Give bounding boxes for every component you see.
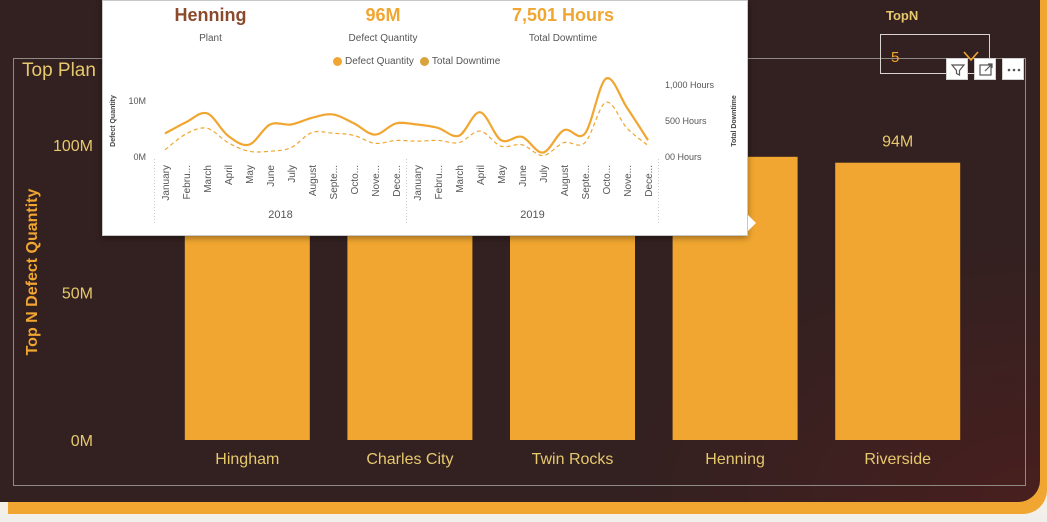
series-line-defect-quantity — [164, 77, 649, 154]
kpi-downtime-label: Total Downtime — [528, 33, 598, 44]
bar[interactable] — [835, 162, 961, 440]
legend-item-defect: Defect Quantity — [333, 56, 414, 67]
focus-mode-icon — [979, 63, 993, 76]
x-tick-label: May — [245, 165, 256, 184]
y-left-axis-title: Defect Quantity — [110, 95, 117, 147]
focus-mode-button[interactable] — [974, 58, 996, 80]
x-tick-label: Febru... — [434, 165, 445, 199]
x-tick-label: Octo... — [602, 165, 613, 194]
x-tick-label: Septe... — [581, 165, 592, 199]
x-tick-label: June — [518, 165, 529, 187]
more-options-button[interactable] — [1002, 58, 1024, 80]
kpi-plant-label: Plant — [199, 33, 222, 44]
x-tick-label: Nove... — [371, 165, 382, 197]
x-tick-label: Octo... — [350, 165, 361, 194]
y-left-tick-label: 0M — [133, 152, 146, 162]
x-tick-label: July — [539, 165, 550, 183]
tooltip-card: Henning Plant 96M Defect Quantity 7,501 … — [102, 0, 748, 236]
topn-value: 5 — [891, 49, 900, 66]
y-right-tick-label: 500 Hours — [665, 116, 707, 126]
x-tick-label: March — [203, 165, 214, 193]
legend-item-downtime: Total Downtime — [419, 56, 501, 67]
tooltip-legend: Defect Quantity Total Downtime — [333, 56, 506, 67]
x-group-label: 2019 — [520, 209, 544, 221]
x-tick-label: August — [308, 165, 319, 196]
data-label: 94M — [882, 134, 913, 151]
filter-icon — [950, 64, 966, 76]
x-tick-label: Hingham — [215, 451, 279, 468]
x-tick-label: Charles City — [366, 451, 453, 468]
y-right-tick-label: 00 Hours — [665, 152, 702, 162]
visual-title: Top Plan — [22, 60, 96, 81]
y-tick-label: 0M — [71, 433, 93, 450]
tooltip-pointer — [748, 215, 756, 231]
x-tick-label: August — [560, 165, 571, 196]
x-tick-label: Nove... — [623, 165, 634, 197]
legend-label-defect: Defect Quantity — [345, 56, 414, 67]
legend-label-downtime: Total Downtime — [431, 56, 501, 67]
series-line-total-downtime — [164, 101, 649, 157]
x-group-label: 2018 — [268, 209, 292, 221]
y-right-axis-title: Total Downtime — [731, 95, 738, 147]
kpi-downtime-value: 7,501 Hours — [511, 5, 615, 25]
x-tick-label: May — [497, 165, 508, 184]
y-tick-label: 50M — [62, 286, 93, 303]
x-tick-label: June — [266, 165, 277, 187]
x-tick-label: Febru... — [182, 165, 193, 199]
more-options-icon — [1007, 68, 1021, 72]
filter-button[interactable] — [946, 58, 968, 80]
x-tick-label: Dece... — [644, 165, 655, 197]
x-tick-label: March — [455, 165, 466, 193]
y-tick-label: 100M — [53, 138, 93, 155]
topn-slicer[interactable]: 5 — [880, 34, 990, 74]
y-axis-title: Top N Defect Quantity — [24, 188, 41, 355]
x-tick-label: Twin Rocks — [532, 451, 614, 468]
x-tick-label: January — [161, 165, 172, 201]
chevron-down-icon[interactable] — [961, 47, 981, 67]
x-tick-label: April — [224, 165, 235, 185]
x-tick-label: April — [476, 165, 487, 185]
x-tick-label: Septe... — [329, 165, 340, 199]
legend-dot-defect — [333, 57, 342, 66]
y-left-tick-label: 10M — [128, 96, 146, 106]
x-tick-label: January — [413, 165, 424, 201]
kpi-defect-value: 96M — [365, 5, 401, 25]
page-bottom-strip — [0, 514, 1047, 522]
kpi-defect-label: Defect Quantity — [348, 33, 418, 44]
x-tick-label: Riverside — [864, 451, 931, 468]
x-tick-label: July — [287, 165, 298, 183]
legend-dot-downtime — [419, 57, 429, 66]
tooltip-line-chart: 0M 10M Defect Quantity 00 Hours 500 Hours 1,0… — [110, 77, 738, 225]
topn-label: TopN — [886, 8, 919, 23]
y-right-tick-label: 1,000 Hours — [665, 80, 715, 90]
x-tick-label: Henning — [705, 451, 765, 468]
kpi-plant-value: Henning — [174, 5, 247, 25]
x-tick-label: Dece... — [392, 165, 403, 197]
